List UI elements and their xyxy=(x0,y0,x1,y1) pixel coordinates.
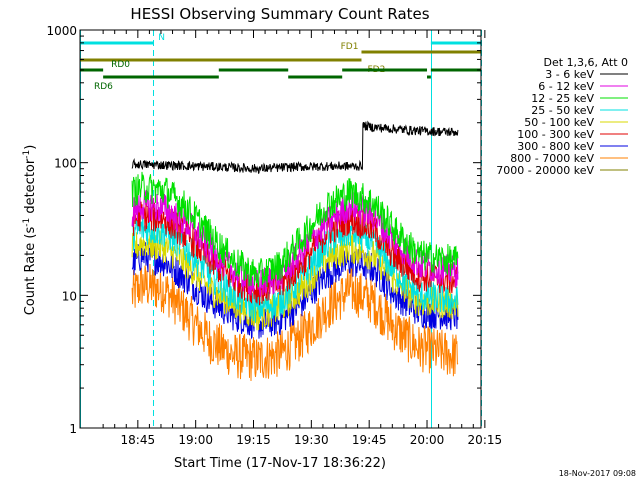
y-label-sup1: -1 xyxy=(22,218,32,227)
x-axis-ticks: 18:45 19:00 19:15 19:30 19:45 20:00 20:15 xyxy=(102,30,503,447)
y-axis-title: Count Rate (s-1 detector-1) xyxy=(22,145,38,316)
x-tick-label-2: 19:15 xyxy=(236,433,271,447)
legend-label-5: 100 - 300 keV xyxy=(517,128,594,141)
series-lines xyxy=(131,120,459,382)
y-axis-ticks: 1 10 100 1000 xyxy=(46,24,481,436)
plot-frame xyxy=(79,29,482,429)
legend-label-1: 6 - 12 keV xyxy=(538,80,594,93)
x-tick-label-3: 19:30 xyxy=(294,433,329,447)
chart-title: HESSI Observing Summary Count Rates xyxy=(130,5,429,23)
y-label-sup2: -1 xyxy=(22,150,32,159)
x-tick-label-6: 20:15 xyxy=(468,433,503,447)
series-line-0 xyxy=(131,120,459,175)
legend-label-0: 3 - 6 keV xyxy=(545,68,594,81)
x-tick-label-4: 19:45 xyxy=(352,433,387,447)
x-tick-label-0: 18:45 xyxy=(121,433,156,447)
y-label-part1: Count Rate (s xyxy=(23,227,38,316)
y-label-part3: ) xyxy=(23,145,38,150)
x-axis-label: Start Time (17-Nov-17 18:36:22) xyxy=(174,456,386,471)
flag-label-n: N xyxy=(158,33,165,43)
series-line-7 xyxy=(131,263,459,382)
flag-label-rd6: RD6 xyxy=(94,82,113,92)
y-axis-label: Count Rate (s-1 detector-1) xyxy=(22,145,38,316)
x-tick-label-1: 19:00 xyxy=(178,433,213,447)
footer-date: 18-Nov-2017 09:08 xyxy=(559,469,636,478)
legend-label-4: 50 - 100 keV xyxy=(524,116,594,129)
y-tick-label-1: 10 xyxy=(62,289,77,303)
flag-label-rd0: RD0 xyxy=(111,60,130,70)
legend-label-6: 300 - 800 keV xyxy=(517,140,594,153)
y-tick-label-3: 1000 xyxy=(46,24,77,38)
y-tick-label-0: 1 xyxy=(69,422,77,436)
series-line-5 xyxy=(131,201,459,306)
legend-label-2: 12 - 25 keV xyxy=(531,92,594,105)
series-line-2 xyxy=(131,171,459,288)
x-tick-label-5: 20:00 xyxy=(410,433,445,447)
legend-label-8: 7000 - 20000 keV xyxy=(496,164,594,177)
legend-label-7: 800 - 7000 keV xyxy=(510,152,594,165)
flag-label-fd1: FD1 xyxy=(341,42,359,52)
observing-flags: NFD1FD2RD0RD6 xyxy=(80,33,481,92)
legend-header: Det 1,3,6, Att 0 xyxy=(544,56,628,69)
y-tick-label-2: 100 xyxy=(54,157,77,171)
legend-label-3: 25 - 50 keV xyxy=(531,104,594,117)
x-axis-title: Start Time (17-Nov-17 18:36:22) xyxy=(174,456,386,471)
y-label-part2: detector xyxy=(23,158,38,218)
